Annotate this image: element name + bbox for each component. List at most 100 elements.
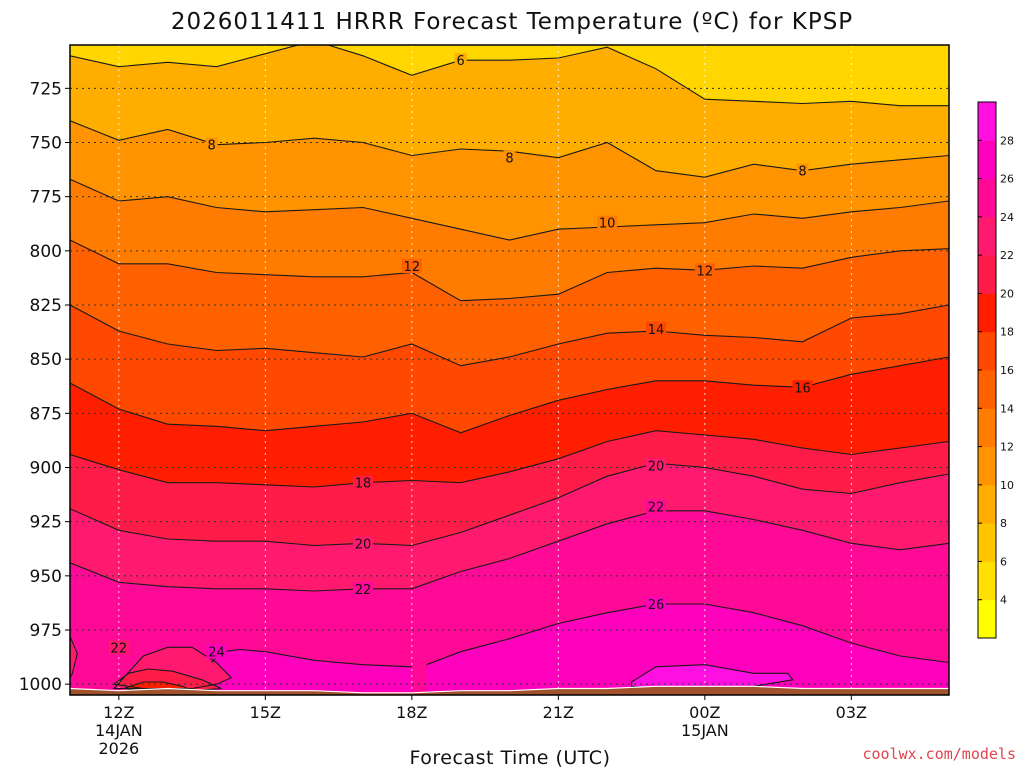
contour-label-bg [353,536,373,551]
contour-label: 8 [505,152,513,167]
contour-line-10 [70,178,949,241]
contour-line-18 [70,430,949,488]
colorbar-tick-label: 28 [1000,134,1014,147]
colorbar-segment [978,255,996,294]
colorbar-tick-label: 14 [1000,402,1014,415]
colorbar-segment [978,102,996,141]
y-tick-label: 900 [30,459,62,479]
x-tick-label: 00Z [689,703,720,722]
contour-label: 10 [599,217,616,232]
contour-line-12 [70,239,949,302]
x-tick-label: 15Z [250,703,281,722]
x-tick-label: 14JAN [95,721,143,740]
terrain-layer [70,685,949,695]
colorbar-segment [978,331,996,371]
contour-label: 14 [648,323,665,338]
temperature-fills [70,45,949,695]
contour-label-bg [206,644,227,659]
colorbar-tick-label: 22 [1000,249,1014,262]
colorbar-segment [978,293,996,333]
contour-label-bg [503,150,516,165]
contour-label-bg [401,259,422,273]
contour-label-bg [353,581,373,596]
contour-line-6 [70,45,949,107]
contour-label: 18 [355,477,372,492]
colorbar-segment [978,178,996,218]
x-axis-label: Forecast Time (UTC) [410,747,611,768]
y-tick-label: 875 [30,404,62,424]
grid-lines [70,45,949,695]
x-tick-label: 21Z [543,703,574,722]
contour-line-20 [70,462,949,547]
contour-label: 22 [648,501,665,516]
contour-label-bg [597,215,618,230]
chart-title: 2026011411 HRRR Forecast Temperature (ºC… [171,9,853,35]
y-tick-label: 850 [30,350,62,370]
y-tick-label: 825 [30,296,62,316]
contour-label: 12 [404,260,421,275]
colorbar: 4 6 8 10 12 14 16 18 20 22 24 26 28 [977,101,1014,639]
colorbar-segment [978,599,996,639]
contour-label: 12 [697,264,714,279]
colorbar-tick-label: 24 [1000,211,1014,224]
colorbar-segment [978,484,996,524]
contour-label: 24 [208,646,225,661]
y-tick-label: 950 [30,567,62,587]
x-tick-label: 03Z [836,703,867,722]
contour-label-bg [205,137,218,152]
contour-label-bg [792,380,813,395]
contour-line-14 [70,304,949,367]
colorbar-segment [978,523,996,562]
y-tick-label: 800 [30,242,62,262]
y-axis: 725 750 775 800 825 850 875 900 925 950 975 1000 [19,79,70,695]
contour-lines [70,45,949,694]
colorbar-tick-label: 4 [1000,594,1007,607]
terrain-surface [70,685,949,695]
x-tick-label: 2026 [98,739,139,758]
contour-label: 22 [355,583,372,598]
contour-label: 8 [798,165,806,180]
temp-band-24 [211,649,412,695]
contour-line-22 [70,510,949,592]
credit-text[interactable]: coolwx.com/models [862,745,1016,763]
warm-pocket-fill [70,636,78,678]
plot-frame [69,44,950,696]
colorbar-segment [978,216,996,256]
y-tick-label: 750 [30,134,62,154]
contour-label: 20 [648,459,665,474]
x-tick-label: 12Z [103,703,134,722]
y-tick-label: 775 [30,188,62,208]
contour-label-bg [454,53,467,68]
colorbar-segment [978,446,996,486]
contour-line-24 [426,603,949,666]
temp-band-26 [631,664,793,689]
colorbar-tick-label: 20 [1000,287,1014,300]
contour-label-bg [108,640,129,655]
temp-band-24 [426,604,949,695]
colorbar-tick-label: 12 [1000,441,1014,454]
colorbar-tick-label: 16 [1000,364,1014,377]
contour-label-bg [646,321,666,336]
y-tick-label: 725 [30,79,62,99]
contour-label: 26 [648,598,665,613]
contour-label-bg [646,458,666,473]
y-tick-label: 1000 [19,675,62,695]
x-tick-label: 15JAN [681,721,729,740]
contour-line-pocket [70,636,78,678]
colorbar-segment [978,408,996,448]
contour-label-bg [646,499,666,514]
x-tick-label: 18Z [396,703,427,722]
contour-labels: 6 8 8 8 10 12 12 14 16 18 20 20 22 22 26 24 22 [108,53,813,661]
colorbar-tick-label: 8 [1000,517,1007,530]
y-tick-label: 975 [30,621,62,641]
colorbar-tick-label: 18 [1000,326,1014,339]
contour-line-pocket [112,646,233,690]
colorbar-tick-label: 6 [1000,555,1007,568]
contour-label-bg [694,263,715,278]
contour-label: 8 [207,139,215,154]
y-tick-label: 925 [30,513,62,533]
contour-label-bg [646,597,666,611]
contour-label-bg [796,163,809,178]
